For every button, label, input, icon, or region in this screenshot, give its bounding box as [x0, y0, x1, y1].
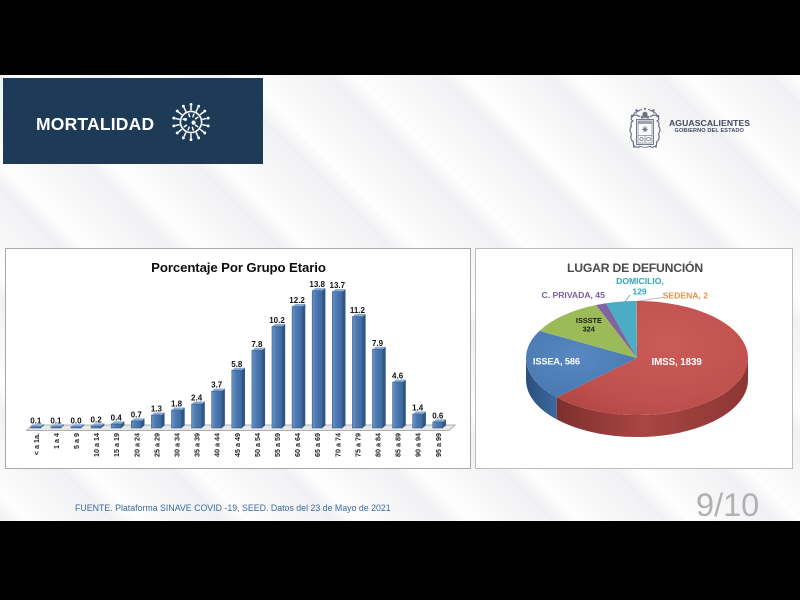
svg-text:Porcentaje Por Grupo Etario: Porcentaje Por Grupo Etario: [151, 260, 326, 275]
svg-text:65 a 69: 65 a 69: [313, 433, 322, 457]
svg-text:11.2: 11.2: [350, 306, 366, 315]
svg-text:5.8: 5.8: [231, 360, 243, 369]
svg-text:40 a 44: 40 a 44: [213, 433, 222, 457]
svg-text:1.4: 1.4: [412, 404, 424, 413]
svg-text:1.3: 1.3: [151, 405, 163, 414]
svg-text:0.1: 0.1: [50, 416, 62, 425]
svg-text:55 a 59: 55 a 59: [273, 433, 282, 457]
svg-text:ISSEA, 586: ISSEA, 586: [533, 357, 580, 367]
svg-text:0.1: 0.1: [30, 416, 42, 425]
svg-text:30 a 34: 30 a 34: [173, 433, 182, 457]
svg-text:129: 129: [632, 287, 647, 297]
svg-text:75 a 79: 75 a 79: [353, 433, 362, 457]
svg-text:5 a 9: 5 a 9: [72, 433, 81, 449]
svg-text:7.8: 7.8: [251, 340, 263, 349]
svg-text:0.0: 0.0: [70, 416, 82, 425]
svg-text:60 a 64: 60 a 64: [293, 433, 302, 457]
svg-text:90 a 94: 90 a 94: [414, 433, 423, 457]
svg-text:1.8: 1.8: [171, 400, 183, 409]
svg-text:95 a 99: 95 a 99: [434, 433, 443, 457]
svg-text:13.8: 13.8: [309, 280, 325, 289]
svg-text:45 a 49: 45 a 49: [233, 433, 242, 457]
svg-text:3.7: 3.7: [211, 381, 223, 390]
svg-text:10.2: 10.2: [269, 316, 285, 325]
svg-text:DOMICILIO,: DOMICILIO,: [616, 276, 664, 286]
svg-text:50 a 54: 50 a 54: [253, 433, 262, 457]
svg-text:< a 1a.: < a 1a.: [32, 433, 41, 455]
svg-text:20 a 24: 20 a 24: [132, 433, 141, 457]
svg-text:ISSSTE: ISSSTE: [576, 316, 602, 325]
svg-text:SEDENA, 2: SEDENA, 2: [663, 291, 709, 301]
svg-text:70 a 74: 70 a 74: [333, 433, 342, 457]
svg-text:IMSS, 1839: IMSS, 1839: [651, 357, 702, 368]
svg-text:C. PRIVADA, 45: C. PRIVADA, 45: [542, 290, 606, 300]
svg-text:4.6: 4.6: [392, 372, 404, 381]
svg-text:1 a 4: 1 a 4: [52, 433, 61, 449]
svg-text:10 a 14: 10 a 14: [92, 433, 101, 457]
svg-text:35 a 39: 35 a 39: [193, 433, 202, 457]
svg-text:13.7: 13.7: [330, 281, 346, 290]
svg-text:12.2: 12.2: [289, 296, 305, 305]
svg-text:324: 324: [583, 325, 596, 334]
svg-text:2.4: 2.4: [191, 394, 203, 403]
svg-text:0.6: 0.6: [432, 412, 444, 421]
svg-text:80 a 84: 80 a 84: [374, 433, 383, 457]
svg-text:15 a 19: 15 a 19: [112, 433, 121, 457]
svg-text:85 a 89: 85 a 89: [394, 433, 403, 457]
svg-text:7.9: 7.9: [372, 339, 384, 348]
svg-text:25 a 29: 25 a 29: [152, 433, 161, 457]
svg-text:0.4: 0.4: [111, 414, 123, 423]
svg-text:0.7: 0.7: [131, 411, 143, 420]
svg-text:LUGAR DE DEFUNCIÓN: LUGAR DE DEFUNCIÓN: [567, 260, 703, 275]
svg-text:0.2: 0.2: [91, 416, 103, 425]
